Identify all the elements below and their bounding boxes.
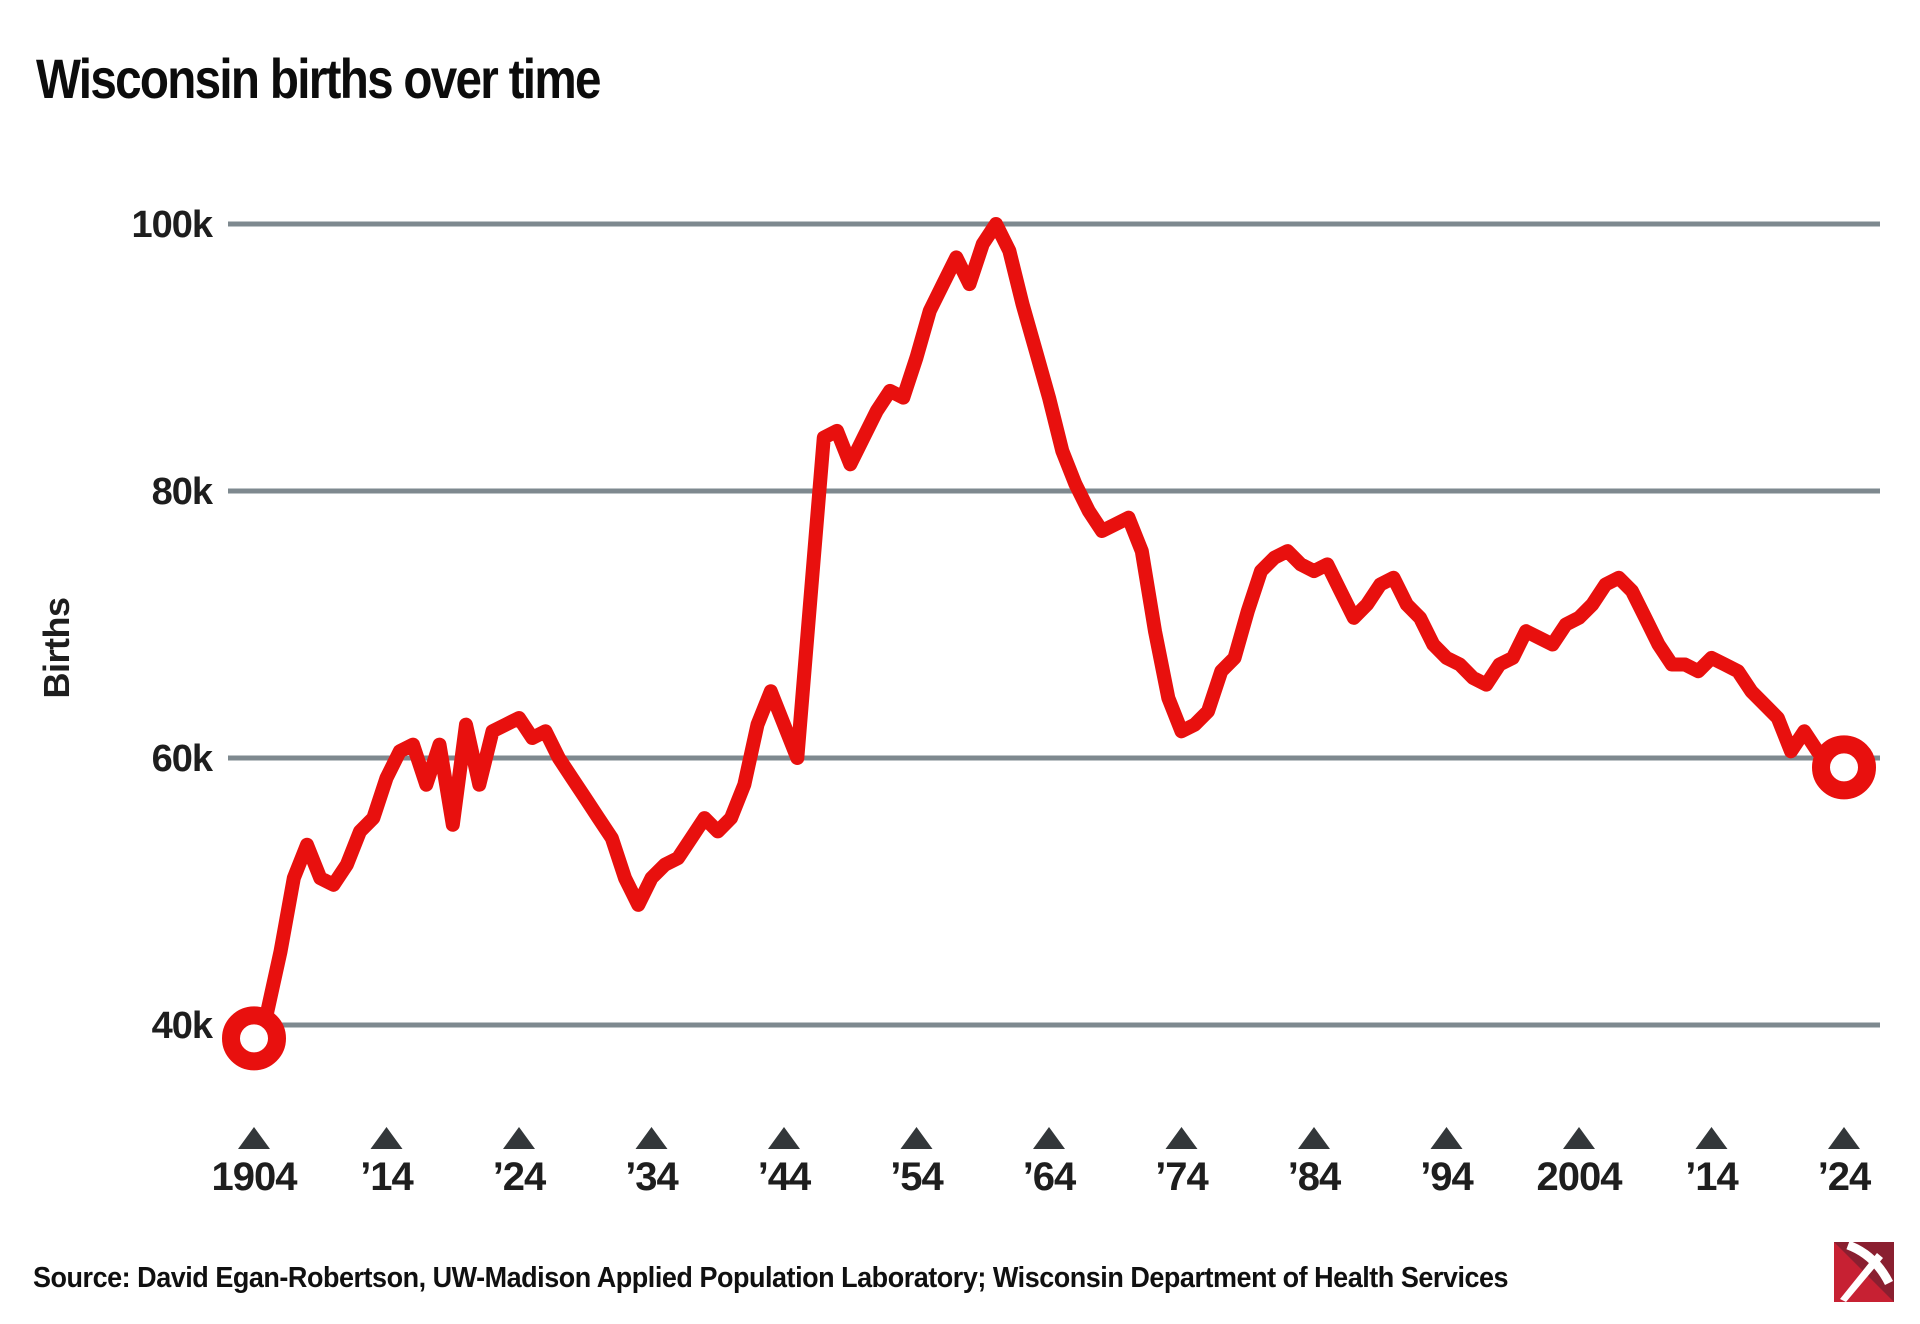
births-line-series xyxy=(247,217,1851,1046)
x-tick-label-2024: ’24 xyxy=(1818,1155,1872,1199)
x-tick-label-1974: ’74 xyxy=(1155,1155,1209,1199)
decade-tick-triangle-1934 xyxy=(635,1127,668,1149)
decade-tick-triangle-1914 xyxy=(370,1127,403,1149)
y-tick-label-80k: 80k xyxy=(152,471,214,513)
start-point-marker-1904 xyxy=(222,1006,286,1071)
decade-tick-triangle-1924 xyxy=(503,1127,535,1149)
y-tick-label-40k: 40k xyxy=(152,1005,214,1047)
decade-tick-triangle-1904 xyxy=(238,1127,270,1149)
x-tick-label-1994: ’94 xyxy=(1420,1155,1474,1199)
y-tick-label-60k: 60k xyxy=(152,738,214,780)
decade-tick-triangle-1954 xyxy=(900,1127,933,1149)
x-tick-label-1984: ’84 xyxy=(1288,1155,1342,1199)
publisher-logo xyxy=(1834,1242,1894,1302)
decade-tick-triangle-2014 xyxy=(1695,1127,1728,1149)
x-tick-label-1944: ’44 xyxy=(758,1155,812,1199)
end-point-marker-2024 xyxy=(1812,735,1876,800)
decade-tick-triangle-1974 xyxy=(1165,1127,1198,1149)
decade-tick-triangle-1944 xyxy=(768,1127,800,1149)
x-tick-label-2004: 2004 xyxy=(1537,1155,1624,1199)
chart-title: Wisconsin births over time xyxy=(36,47,601,110)
decade-tick-triangle-1984 xyxy=(1298,1127,1330,1149)
x-tick-label-1954: ’54 xyxy=(890,1155,944,1199)
x-tick-label-1924: ’24 xyxy=(493,1155,547,1199)
x-tick-label-2014: ’14 xyxy=(1685,1155,1739,1199)
decade-tick-triangle-1994 xyxy=(1430,1127,1463,1149)
y-tick-label-100k: 100k xyxy=(131,204,213,246)
x-tick-label-1914: ’14 xyxy=(360,1155,414,1199)
logo-pickaxe-blade-icon xyxy=(1846,1242,1894,1286)
decade-tick-triangle-2024 xyxy=(1828,1127,1860,1149)
source-attribution: Source: David Egan-Robertson, UW-Madison… xyxy=(33,1262,1509,1294)
decade-tick-triangle-1964 xyxy=(1033,1127,1065,1149)
x-tick-label-1964: ’64 xyxy=(1023,1155,1077,1199)
x-tick-label-1904: 1904 xyxy=(212,1155,299,1199)
x-tick-label-1934: ’34 xyxy=(625,1155,679,1199)
decade-tick-triangle-2004 xyxy=(1563,1127,1595,1149)
